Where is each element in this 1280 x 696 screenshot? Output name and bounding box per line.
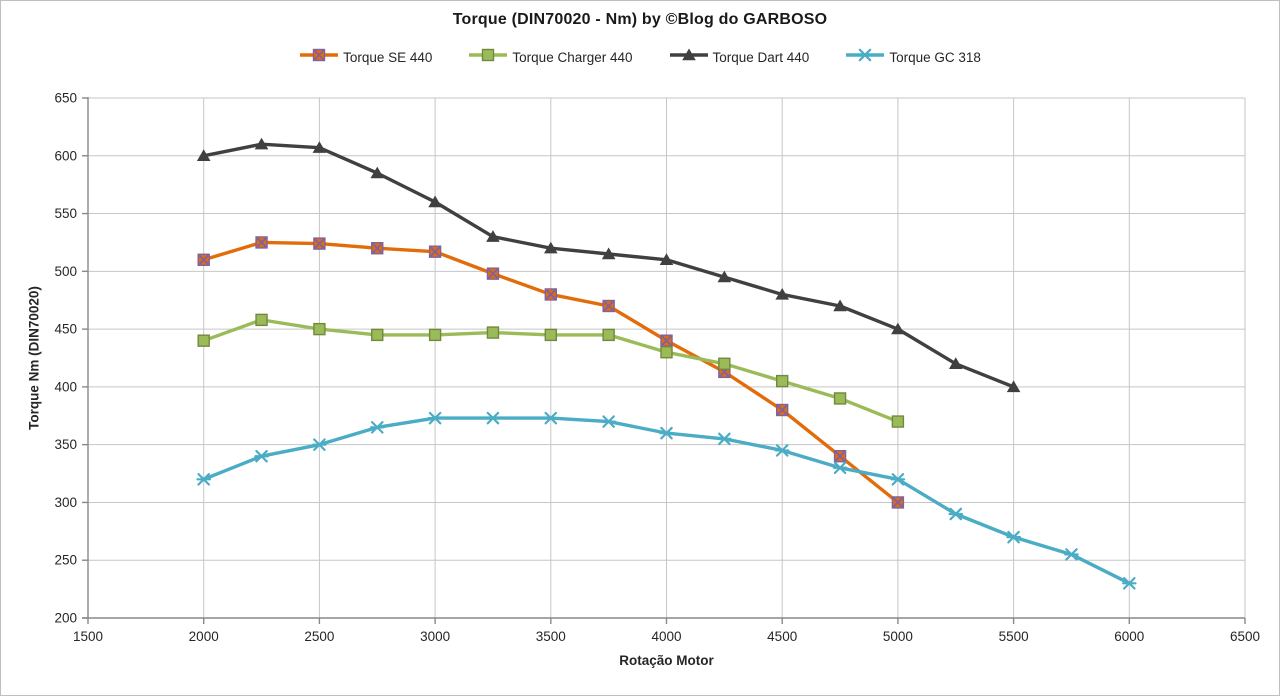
svg-text:400: 400 <box>54 379 77 394</box>
svg-text:4500: 4500 <box>767 629 797 644</box>
legend-item-gc-318: Torque GC 318 <box>845 47 981 68</box>
series-marker-icon <box>299 47 339 68</box>
svg-text:5500: 5500 <box>999 629 1029 644</box>
svg-text:3000: 3000 <box>420 629 450 644</box>
series-marker-icon <box>468 47 508 68</box>
legend-item-charger-440: Torque Charger 440 <box>468 47 633 68</box>
svg-text:350: 350 <box>54 437 77 452</box>
svg-text:4000: 4000 <box>651 629 681 644</box>
svg-text:650: 650 <box>54 91 77 106</box>
svg-text:1500: 1500 <box>73 629 103 644</box>
y-axis-title: Torque Nm (DIN70020) <box>26 286 42 430</box>
svg-text:5000: 5000 <box>883 629 913 644</box>
svg-text:500: 500 <box>54 264 77 279</box>
svg-text:2500: 2500 <box>304 629 334 644</box>
svg-text:250: 250 <box>54 553 77 568</box>
svg-text:2000: 2000 <box>189 629 219 644</box>
series-torque-charger-440 <box>197 313 905 428</box>
legend-label: Torque SE 440 <box>343 50 433 65</box>
legend-label: Torque Dart 440 <box>712 50 810 65</box>
chart-legend: Torque SE 440 Torque Charger 440 Torque … <box>1 47 1279 68</box>
x-axis-title: Rotação Motor <box>619 653 714 668</box>
legend-label: Torque GC 318 <box>889 50 981 65</box>
svg-text:300: 300 <box>54 495 77 510</box>
svg-text:550: 550 <box>54 206 77 221</box>
svg-text:450: 450 <box>54 322 77 337</box>
svg-text:6000: 6000 <box>1114 629 1144 644</box>
svg-text:3500: 3500 <box>536 629 566 644</box>
series-marker-icon <box>669 47 709 68</box>
chart-title: Torque (DIN70020 - Nm) by ©Blog do GARBO… <box>452 11 828 28</box>
legend-label: Torque Charger 440 <box>512 50 633 65</box>
legend-item-dart-440: Torque Dart 440 <box>669 47 810 68</box>
svg-text:6500: 6500 <box>1230 629 1260 644</box>
series-torque-dart-440 <box>196 137 1021 393</box>
legend-item-se-440: Torque SE 440 <box>299 47 432 68</box>
svg-text:200: 200 <box>54 611 77 626</box>
series-marker-icon <box>845 47 885 68</box>
svg-text:600: 600 <box>54 148 77 163</box>
series-torque-gc-318 <box>196 411 1137 590</box>
